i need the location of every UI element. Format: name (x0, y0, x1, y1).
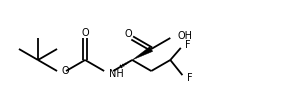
Text: O: O (124, 29, 132, 39)
Text: OH: OH (177, 31, 192, 41)
Text: O: O (62, 66, 69, 76)
Polygon shape (132, 47, 153, 60)
Text: F: F (185, 40, 190, 50)
Text: O: O (81, 28, 89, 38)
Text: NH: NH (109, 69, 124, 79)
Text: F: F (187, 73, 193, 83)
